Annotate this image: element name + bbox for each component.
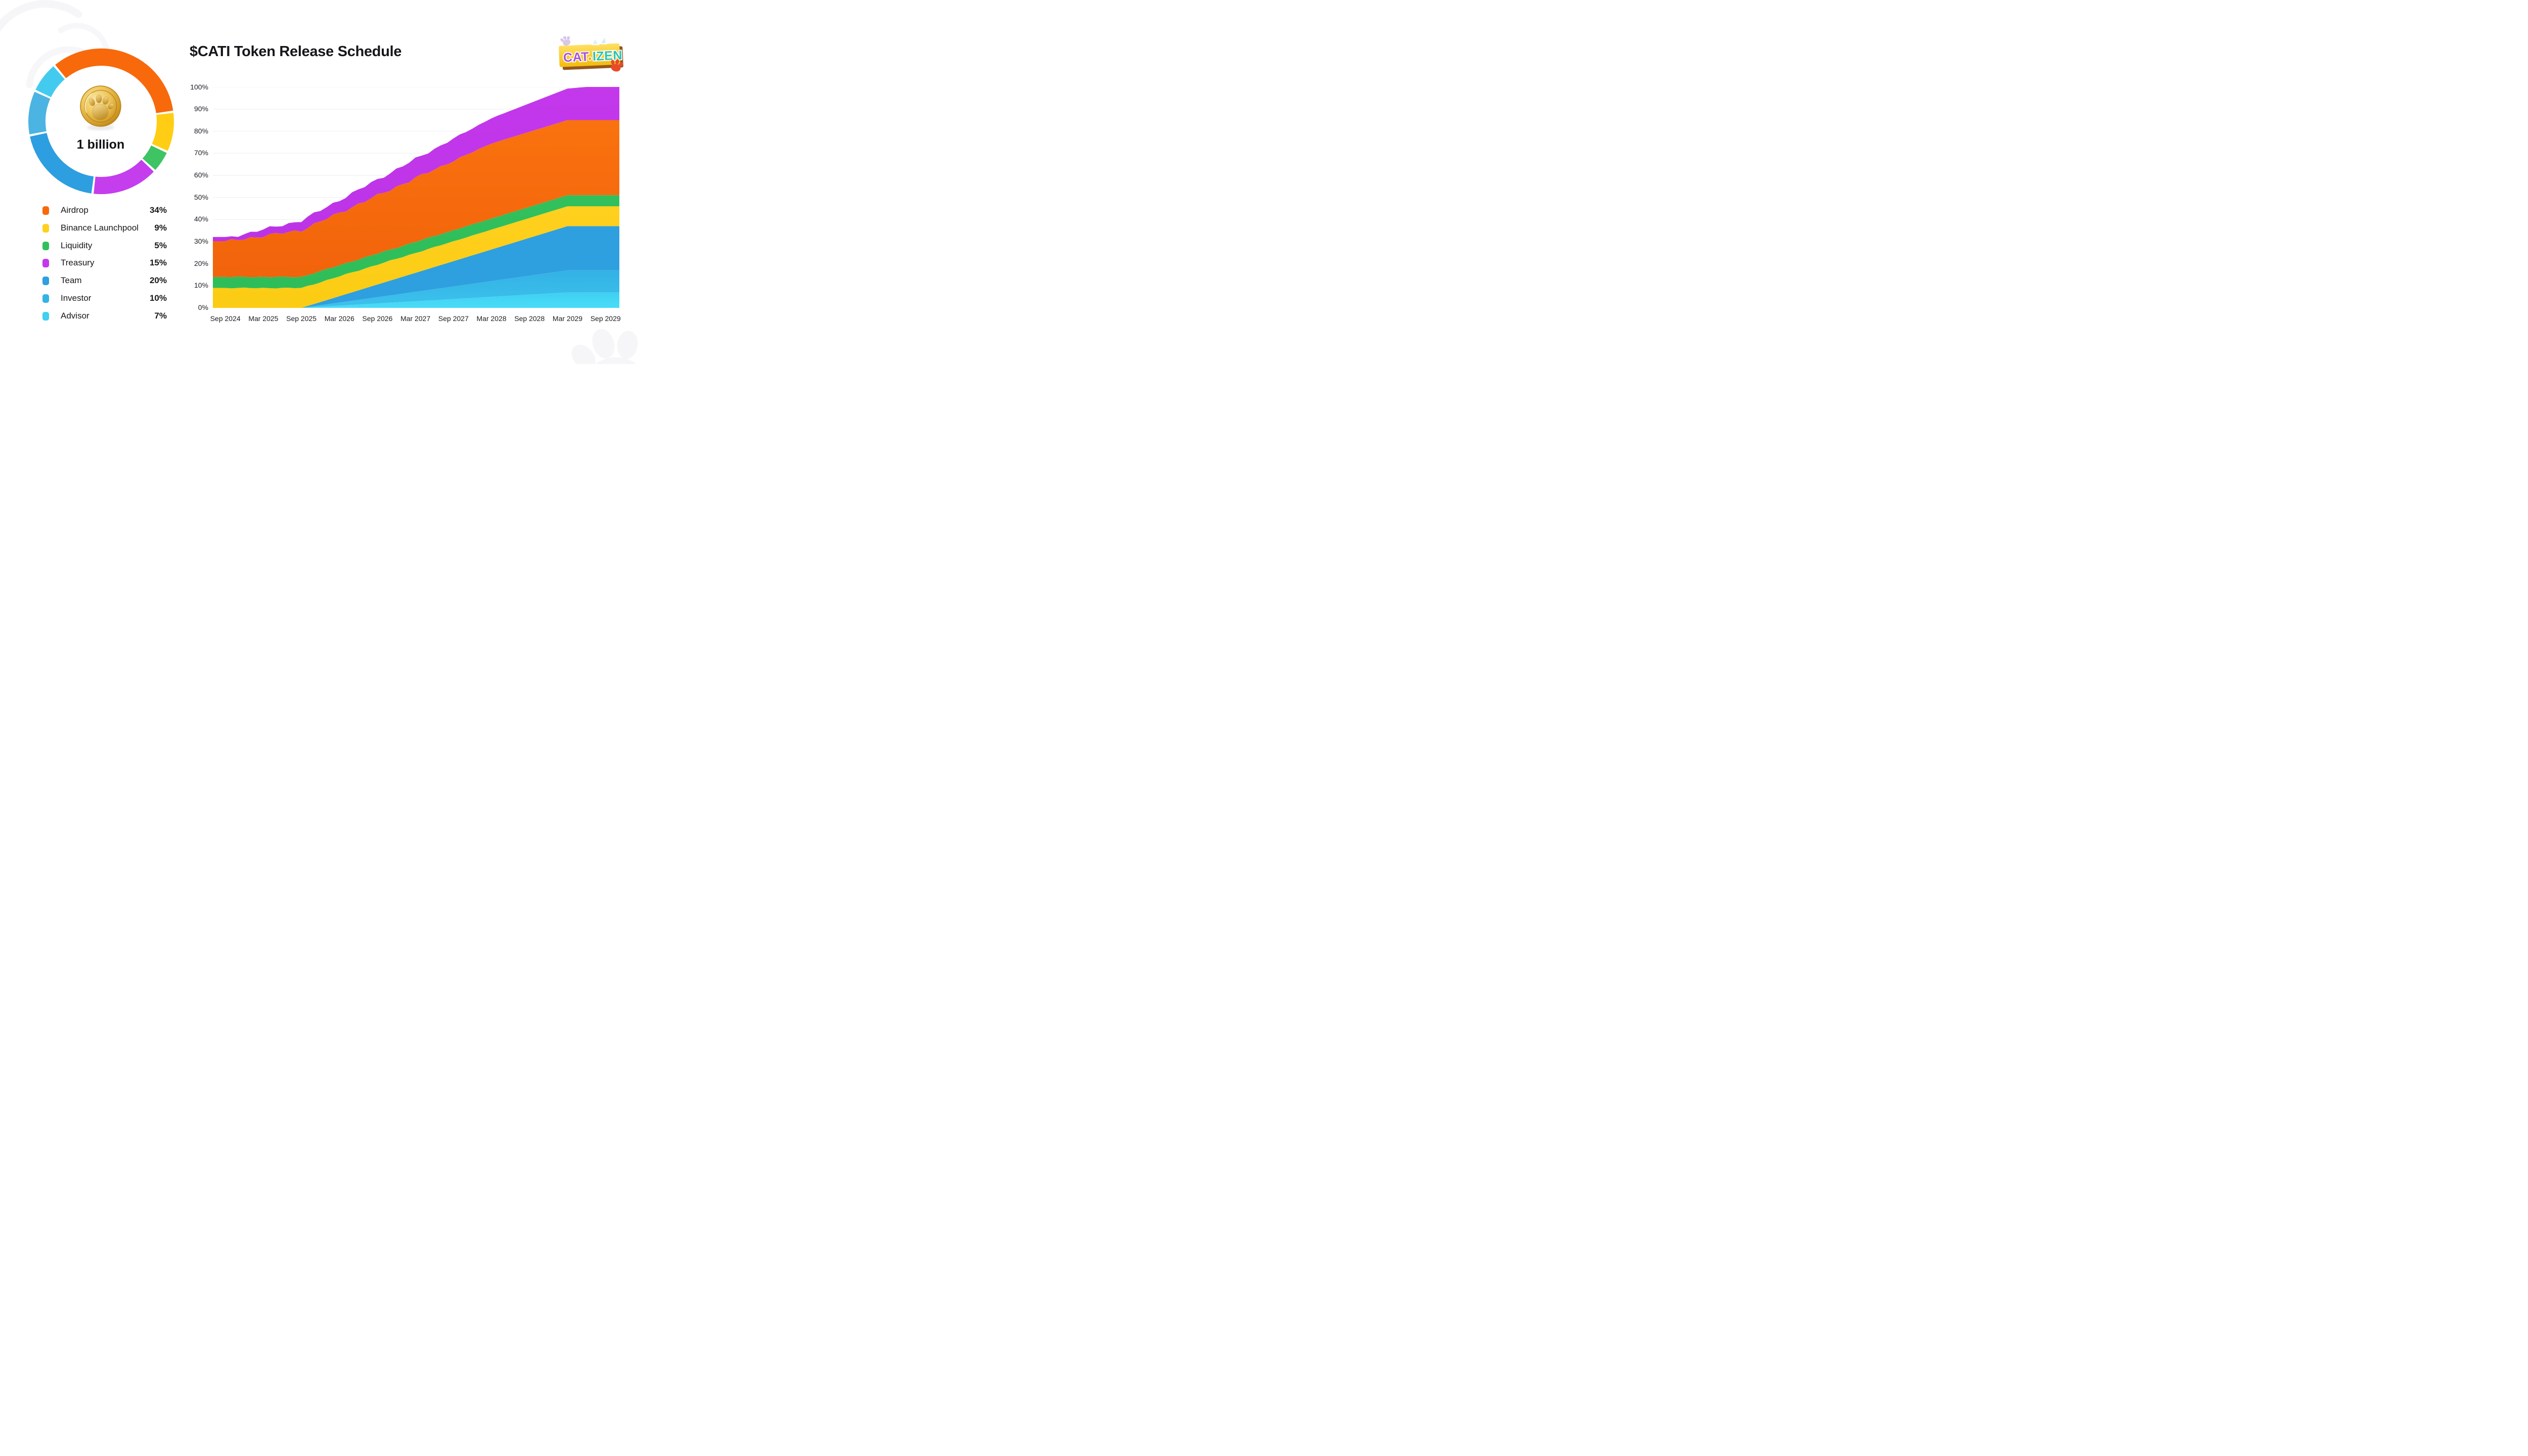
x-axis-label: Mar 2028 bbox=[476, 314, 507, 323]
y-axis-label: 10% bbox=[194, 281, 208, 290]
legend-value: 5% bbox=[154, 240, 167, 250]
logo-banner bbox=[559, 43, 620, 67]
y-axis-label: 90% bbox=[194, 105, 208, 113]
x-axis-label: Sep 2026 bbox=[362, 314, 393, 323]
donut-center-label: 1 billion bbox=[76, 138, 125, 152]
logo-dot-icon bbox=[588, 56, 593, 61]
legend-item: Treasury 15% bbox=[42, 258, 169, 269]
legend-swatch bbox=[42, 277, 49, 286]
catizen-logo: CAT IZEN bbox=[559, 36, 623, 72]
legend-value: 10% bbox=[149, 293, 167, 303]
legend-value: 9% bbox=[154, 222, 167, 233]
legend-swatch bbox=[42, 311, 49, 321]
chart-title: $CATI Token Release Schedule bbox=[190, 43, 402, 60]
stacked-area-chart bbox=[213, 87, 619, 308]
legend-label: Treasury bbox=[61, 258, 95, 268]
legend-item: Team 20% bbox=[42, 276, 169, 287]
donut-chart bbox=[28, 49, 174, 194]
legend-label: Airdrop bbox=[61, 205, 88, 215]
donut-slice-airdrop bbox=[55, 49, 173, 114]
donut-slice-liquidity bbox=[142, 145, 167, 170]
legend-swatch bbox=[42, 223, 49, 233]
y-axis-label: 100% bbox=[190, 82, 208, 91]
x-axis-label: Sep 2025 bbox=[286, 314, 317, 323]
infographic-canvas: $CATI Token Release Schedule bbox=[0, 0, 647, 364]
legend-item: Airdrop 34% bbox=[42, 205, 169, 216]
area-band-airdrop bbox=[213, 120, 619, 278]
area-band-liquidity bbox=[213, 195, 619, 289]
donut-slice-treasury bbox=[94, 159, 154, 194]
legend-swatch bbox=[42, 259, 49, 268]
legend-label: Investor bbox=[61, 293, 92, 303]
legend-swatch bbox=[42, 241, 49, 250]
x-axis-label: Sep 2024 bbox=[210, 314, 241, 323]
x-axis-label: Sep 2029 bbox=[590, 314, 621, 323]
x-axis-label: Mar 2029 bbox=[552, 314, 583, 323]
area-band-advisor bbox=[213, 292, 619, 308]
donut-slice-team bbox=[30, 132, 94, 194]
y-axis-label: 30% bbox=[194, 237, 208, 246]
x-axis-label: Mar 2025 bbox=[248, 314, 279, 323]
legend-swatch bbox=[42, 294, 49, 303]
donut-slice-investor bbox=[28, 92, 51, 134]
x-axis-label: Mar 2026 bbox=[324, 314, 354, 323]
x-axis-label: Sep 2028 bbox=[514, 314, 545, 323]
legend-label: Binance Launchpool bbox=[61, 222, 139, 233]
legend-item: Investor 10% bbox=[42, 293, 169, 304]
y-axis-label: 70% bbox=[194, 149, 208, 157]
logo-text-cat: CAT bbox=[563, 50, 589, 65]
legend-label: Team bbox=[61, 276, 82, 286]
y-axis-label: 50% bbox=[194, 193, 208, 201]
logo-paw-lavender-icon bbox=[560, 36, 571, 46]
y-axis-label: 80% bbox=[194, 126, 208, 135]
legend-value: 34% bbox=[149, 205, 167, 215]
legend-value: 15% bbox=[149, 258, 167, 268]
area-band-treasury bbox=[213, 87, 619, 242]
watermark-paw-icon bbox=[571, 329, 643, 364]
legend-value: 7% bbox=[154, 310, 167, 321]
x-axis-label: Sep 2027 bbox=[438, 314, 469, 323]
legend-item: Advisor 7% bbox=[42, 311, 169, 322]
donut-slice-binance-launchpool bbox=[152, 113, 174, 151]
y-axis-label: 20% bbox=[194, 259, 208, 267]
legend-value: 20% bbox=[149, 276, 167, 286]
legend-item: Liquidity 5% bbox=[42, 241, 169, 252]
area-band-binance-launchpool bbox=[213, 206, 619, 308]
x-axis-label: Mar 2027 bbox=[400, 314, 431, 323]
area-band-team bbox=[213, 226, 619, 308]
logo-paw-red-icon bbox=[611, 59, 623, 72]
coin-icon bbox=[80, 85, 121, 130]
y-axis-label: 40% bbox=[194, 215, 208, 223]
area-band-investor bbox=[213, 270, 619, 308]
legend-label: Liquidity bbox=[61, 240, 93, 250]
legend-item: Binance Launchpool 9% bbox=[42, 223, 169, 234]
y-axis-label: 60% bbox=[194, 171, 208, 179]
logo-ears-icon bbox=[591, 36, 607, 46]
y-axis-label: 0% bbox=[198, 303, 208, 311]
legend-label: Advisor bbox=[61, 310, 89, 321]
donut-slice-advisor bbox=[35, 66, 65, 98]
legend-swatch bbox=[42, 206, 49, 215]
